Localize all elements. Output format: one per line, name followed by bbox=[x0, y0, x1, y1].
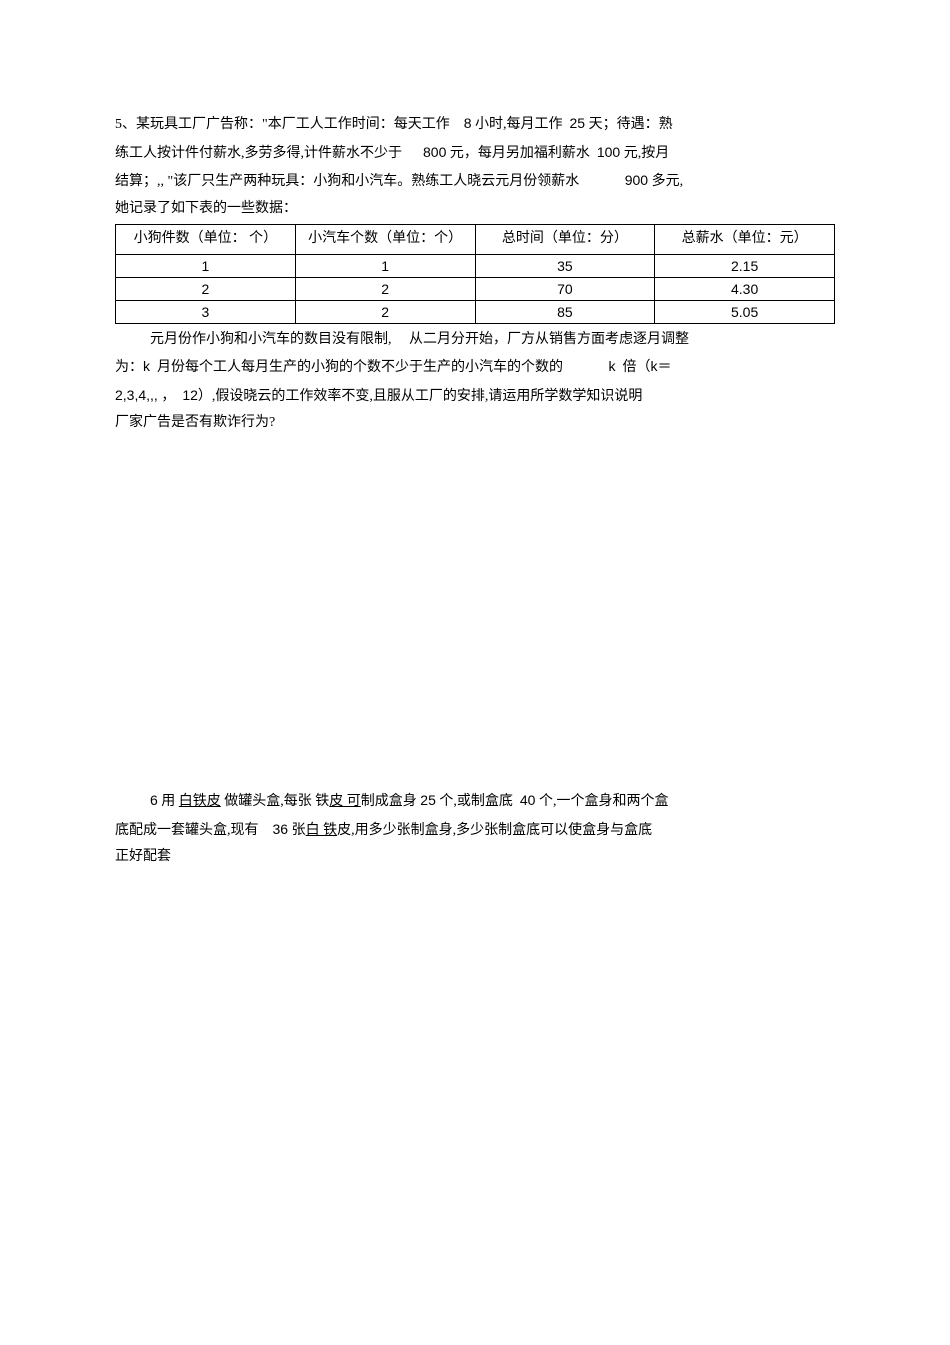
table-cell: 2 bbox=[295, 277, 475, 300]
underlined-text: 皮 可 bbox=[329, 794, 361, 809]
spacing-gap bbox=[115, 437, 835, 787]
table-cell: 35 bbox=[475, 254, 655, 277]
text-segment: 元,按月 bbox=[620, 146, 669, 161]
table-header-row: 小狗件数（单位： 个） 小汽车个数（单位：个） 总时间（单位：分） 总薪水（单位… bbox=[116, 225, 835, 254]
text-segment: 为： bbox=[115, 360, 143, 375]
table-cell: 2 bbox=[295, 300, 475, 323]
table-header: 总薪水（单位：元） bbox=[655, 225, 835, 254]
number-sequence: 2,3,4,,, bbox=[115, 387, 158, 403]
text-segment: 用 bbox=[158, 794, 179, 809]
number: 25 bbox=[420, 792, 436, 808]
number: 800 bbox=[423, 144, 446, 160]
table-cell: 3 bbox=[116, 300, 296, 323]
table-cell: 1 bbox=[116, 254, 296, 277]
underlined-text: 白 铁 bbox=[306, 823, 338, 838]
problem5-text: 5、某玩具工厂广告称："本厂工人工作时间：每天工作 8 小时,每月工作 25 天… bbox=[115, 110, 835, 222]
problem5-line5: 元月份作小狗和小汽车的数目没有限制, 从二月分开始，厂方从销售方面考虑逐月调整 bbox=[115, 327, 835, 354]
text-segment: 制成盒身 bbox=[361, 794, 421, 809]
problem6-line2: 底配成一套罐头盒,现有 36 张白 铁皮,用多少张制盒身,多少张制盒底可以使盒身… bbox=[115, 816, 835, 845]
problem-number: 6 bbox=[150, 792, 158, 808]
text-segment: 元，每月另加福利薪水 bbox=[446, 146, 590, 161]
problem5-line3: 结算；,, "该厂只生产两种玩具：小狗和小汽车。熟练工人晓云元月份领薪水 900… bbox=[115, 167, 835, 196]
problem5-line7: 2,3,4,,, ， 12）,假设晓云的工作效率不变,且服从工厂的安排,请运用所… bbox=[115, 382, 835, 411]
table-header: 小狗件数（单位： 个） bbox=[116, 225, 296, 254]
variable: k bbox=[651, 358, 658, 374]
number: 900 bbox=[625, 172, 648, 188]
number: 100 bbox=[597, 144, 620, 160]
table-row: 2 2 70 4.30 bbox=[116, 277, 835, 300]
text-segment: 底配成一套罐头盒,现有 bbox=[115, 823, 259, 838]
text-segment: 皮,用多少张制盒身,多少张制盒底可以使盒身与盒底 bbox=[337, 823, 652, 838]
text-segment: 结算；,, "该厂只生产两种玩具：小狗和小汽车。熟练工人晓云元月份领薪水 bbox=[115, 174, 579, 189]
text-segment: 倍（ bbox=[623, 360, 651, 375]
variable: k bbox=[609, 358, 616, 374]
table-cell: 70 bbox=[475, 277, 655, 300]
text-segment: ， bbox=[161, 389, 175, 404]
number: 40 bbox=[520, 792, 536, 808]
text-segment: ＝ bbox=[658, 360, 672, 375]
table-cell: 5.05 bbox=[655, 300, 835, 323]
problem6-text: 6 用 白铁皮 做罐头盒,每张 铁皮 可制成盒身 25 个,或制盒底 40 个,… bbox=[115, 787, 835, 871]
number: 36 bbox=[273, 821, 289, 837]
number: 12 bbox=[182, 387, 198, 403]
problem5-line4: 她记录了如下表的一些数据： bbox=[115, 196, 835, 223]
text-segment: 个,一个盒身和两个盒 bbox=[535, 794, 668, 809]
text-segment: 多元, bbox=[648, 174, 683, 189]
text-segment: 小时,每月工作 bbox=[472, 117, 563, 132]
table-cell: 2 bbox=[116, 277, 296, 300]
text-segment: ）,假设晓云的工作效率不变,且服从工厂的安排,请运用所学数学知识说明 bbox=[198, 389, 643, 404]
text-segment: 厂家广告是否有欺诈行为? bbox=[115, 415, 275, 430]
text-segment: 做罐头盒,每张 铁 bbox=[221, 794, 330, 809]
text-segment: 她记录了如下表的一些数据： bbox=[115, 201, 297, 216]
table-cell: 85 bbox=[475, 300, 655, 323]
text-segment: 正好配套 bbox=[115, 849, 171, 864]
table-cell: 2.15 bbox=[655, 254, 835, 277]
number: 25 bbox=[570, 115, 586, 131]
problem5-continued: 元月份作小狗和小汽车的数目没有限制, 从二月分开始，厂方从销售方面考虑逐月调整 … bbox=[115, 327, 835, 437]
text-segment: 月份每个工人每月生产的小狗的个数不少于生产的小汽车的个数的 bbox=[157, 360, 563, 375]
text-segment: 张 bbox=[288, 823, 306, 838]
problem5-line2: 练工人按计件付薪水,多劳多得,计件薪水不少于 800 元，每月另加福利薪水 10… bbox=[115, 139, 835, 168]
text-segment: 练工人按计件付薪水,多劳多得,计件薪水不少于 bbox=[115, 146, 402, 161]
text-segment: 从二月分开始，厂方从销售方面考虑逐月调整 bbox=[409, 332, 689, 347]
table-cell: 4.30 bbox=[655, 277, 835, 300]
text-segment: 个,或制盒底 bbox=[436, 794, 513, 809]
problem6-line3: 正好配套 bbox=[115, 844, 835, 871]
table-row: 3 2 85 5.05 bbox=[116, 300, 835, 323]
table-cell: 1 bbox=[295, 254, 475, 277]
number: 8 bbox=[464, 115, 472, 131]
text-segment: 元月份作小狗和小汽车的数目没有限制, bbox=[150, 332, 392, 347]
table-header: 小汽车个数（单位：个） bbox=[295, 225, 475, 254]
table-row: 1 1 35 2.15 bbox=[116, 254, 835, 277]
problem6-line1: 6 用 白铁皮 做罐头盒,每张 铁皮 可制成盒身 25 个,或制盒底 40 个,… bbox=[115, 787, 835, 816]
underlined-text: 白铁皮 bbox=[179, 794, 221, 809]
problem5-line1: 5、某玩具工厂广告称："本厂工人工作时间：每天工作 8 小时,每月工作 25 天… bbox=[115, 110, 835, 139]
text-segment: 5、某玩具工厂广告称："本厂工人工作时间：每天工作 bbox=[115, 117, 450, 132]
data-table: 小狗件数（单位： 个） 小汽车个数（单位：个） 总时间（单位：分） 总薪水（单位… bbox=[115, 224, 835, 323]
variable: k bbox=[143, 358, 150, 374]
table-header: 总时间（单位：分） bbox=[475, 225, 655, 254]
problem5-line8: 厂家广告是否有欺诈行为? bbox=[115, 410, 835, 437]
text-segment: 天；待遇：熟 bbox=[585, 117, 673, 132]
problem5-line6: 为：k 月份每个工人每月生产的小狗的个数不少于生产的小汽车的个数的 k 倍（k＝ bbox=[115, 353, 835, 382]
